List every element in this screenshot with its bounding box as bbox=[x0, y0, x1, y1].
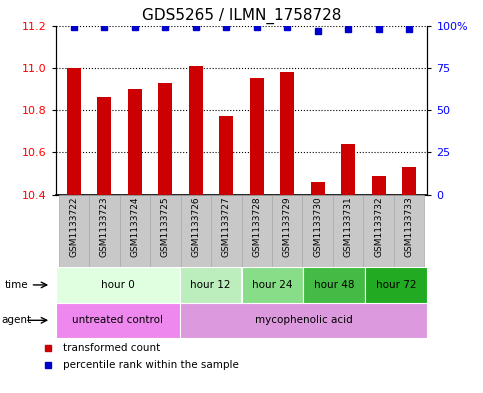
Text: hour 0: hour 0 bbox=[100, 280, 134, 290]
Bar bbox=[67, 68, 81, 195]
Bar bbox=[372, 176, 385, 195]
Bar bbox=[280, 72, 294, 195]
Text: GSM1133731: GSM1133731 bbox=[344, 197, 353, 257]
Text: hour 48: hour 48 bbox=[314, 280, 355, 290]
Bar bbox=[158, 83, 172, 195]
Text: GSM1133732: GSM1133732 bbox=[374, 197, 383, 257]
Text: GSM1133727: GSM1133727 bbox=[222, 197, 231, 257]
Bar bbox=[242, 267, 303, 303]
Bar bbox=[366, 267, 427, 303]
Bar bbox=[272, 195, 302, 267]
Text: GSM1133729: GSM1133729 bbox=[283, 197, 292, 257]
Bar bbox=[363, 195, 394, 267]
Bar bbox=[89, 195, 120, 267]
Bar bbox=[128, 89, 142, 195]
Bar bbox=[302, 195, 333, 267]
Bar bbox=[180, 267, 242, 303]
Bar bbox=[250, 78, 264, 195]
Text: hour 24: hour 24 bbox=[252, 280, 293, 290]
Bar bbox=[120, 195, 150, 267]
Text: GSM1133722: GSM1133722 bbox=[70, 197, 78, 257]
Bar bbox=[333, 195, 363, 267]
Text: GSM1133725: GSM1133725 bbox=[161, 197, 170, 257]
Bar bbox=[180, 303, 427, 338]
Bar bbox=[98, 97, 111, 195]
Text: GSM1133728: GSM1133728 bbox=[252, 197, 261, 257]
Bar bbox=[242, 195, 272, 267]
Bar bbox=[402, 167, 416, 195]
Title: GDS5265 / ILMN_1758728: GDS5265 / ILMN_1758728 bbox=[142, 8, 341, 24]
Bar bbox=[56, 303, 180, 338]
Bar bbox=[211, 195, 242, 267]
Bar bbox=[189, 66, 203, 195]
Bar bbox=[303, 267, 366, 303]
Text: time: time bbox=[4, 280, 28, 290]
Bar bbox=[311, 182, 325, 195]
Text: agent: agent bbox=[1, 315, 31, 325]
Text: transformed count: transformed count bbox=[63, 343, 160, 353]
Text: GSM1133733: GSM1133733 bbox=[405, 197, 413, 257]
Bar bbox=[150, 195, 181, 267]
Bar bbox=[181, 195, 211, 267]
Text: untreated control: untreated control bbox=[72, 315, 163, 325]
Text: GSM1133724: GSM1133724 bbox=[130, 197, 139, 257]
Bar bbox=[219, 116, 233, 195]
Text: GSM1133730: GSM1133730 bbox=[313, 197, 322, 257]
Bar bbox=[58, 195, 89, 267]
Text: mycophenolic acid: mycophenolic acid bbox=[255, 315, 353, 325]
Bar bbox=[394, 195, 425, 267]
Text: GSM1133723: GSM1133723 bbox=[100, 197, 109, 257]
Text: GSM1133726: GSM1133726 bbox=[191, 197, 200, 257]
Text: percentile rank within the sample: percentile rank within the sample bbox=[63, 360, 239, 370]
Bar bbox=[341, 144, 355, 195]
Text: hour 72: hour 72 bbox=[376, 280, 417, 290]
Text: hour 12: hour 12 bbox=[190, 280, 231, 290]
Bar bbox=[56, 267, 180, 303]
